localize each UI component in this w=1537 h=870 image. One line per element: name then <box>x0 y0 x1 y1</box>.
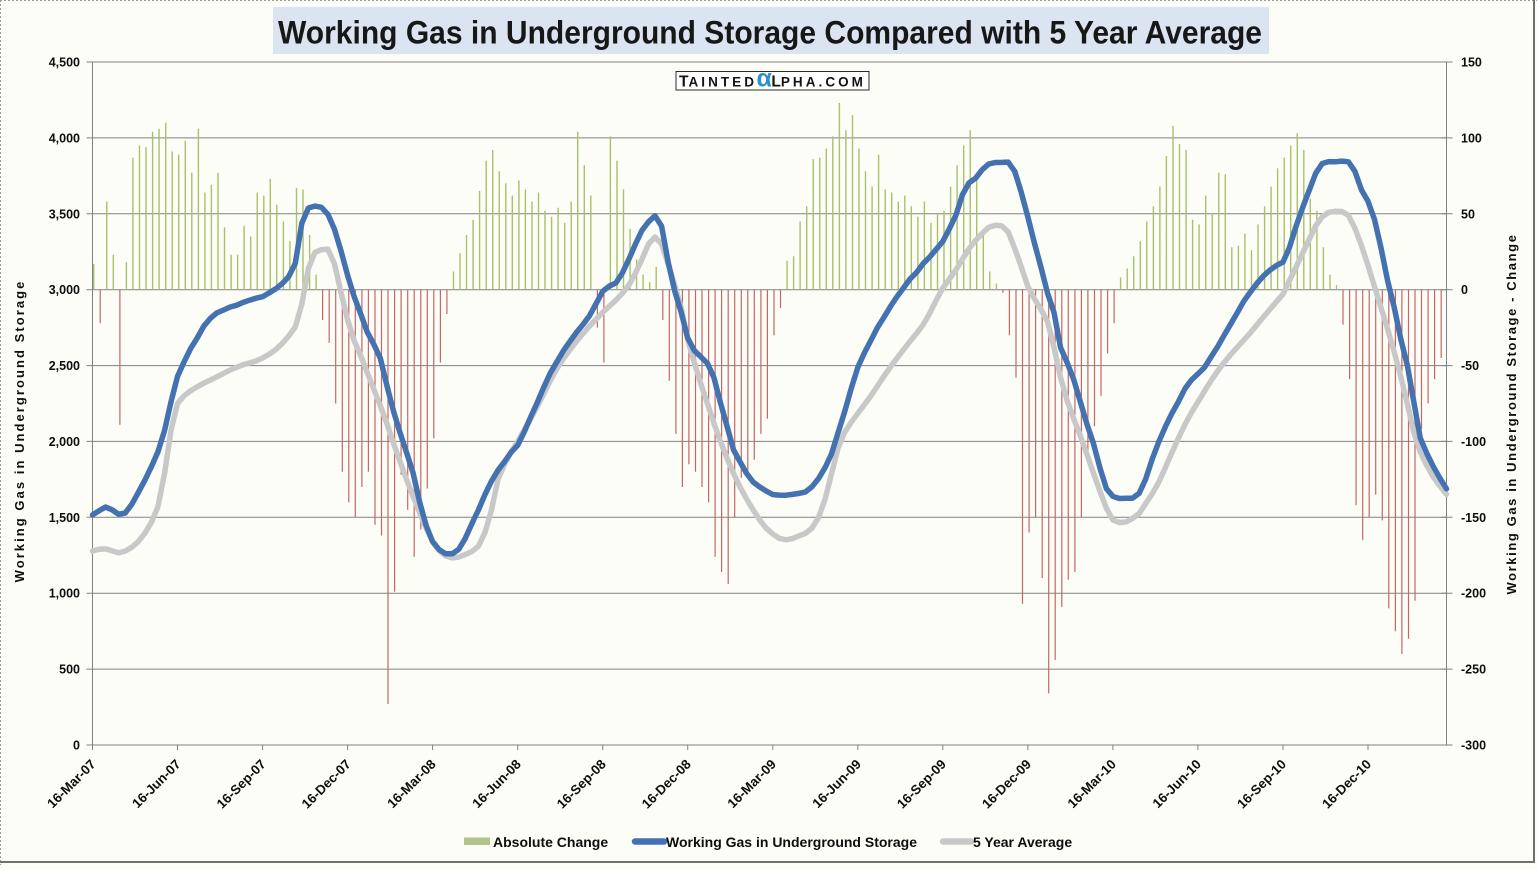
svg-text:100: 100 <box>1461 131 1482 145</box>
svg-text:150: 150 <box>1461 56 1482 70</box>
svg-text:1,500: 1,500 <box>49 511 80 525</box>
svg-text:2,500: 2,500 <box>49 359 80 373</box>
svg-text:-250: -250 <box>1461 663 1486 677</box>
svg-text:-300: -300 <box>1461 739 1486 753</box>
svg-text:-200: -200 <box>1461 587 1486 601</box>
svg-text:Working Gas in Underground Sto: Working Gas in Underground Storage <box>12 280 27 583</box>
svg-text:3,500: 3,500 <box>49 207 80 221</box>
svg-text:4,000: 4,000 <box>49 131 80 145</box>
svg-text:-150: -150 <box>1461 511 1486 525</box>
svg-text:50: 50 <box>1461 207 1475 221</box>
svg-text:0: 0 <box>73 739 80 753</box>
svg-text:500: 500 <box>59 663 80 677</box>
svg-text:5 Year Average: 5 Year Average <box>973 834 1072 850</box>
svg-text:Working Gas in Underground Sto: Working Gas in Underground Storage <box>666 834 917 850</box>
svg-text:Working Gas in Underground Sto: Working Gas in Underground Storage - Cha… <box>1504 233 1519 594</box>
svg-text:2,000: 2,000 <box>49 435 80 449</box>
svg-text:4,500: 4,500 <box>49 56 80 70</box>
svg-text:Absolute Change: Absolute Change <box>493 834 608 850</box>
svg-text:Working Gas in Underground Sto: Working Gas in Underground Storage Compa… <box>278 15 1262 51</box>
svg-text:3,000: 3,000 <box>49 283 80 297</box>
svg-text:0: 0 <box>1461 283 1468 297</box>
svg-text:-100: -100 <box>1461 435 1486 449</box>
svg-text:-50: -50 <box>1461 359 1479 373</box>
svg-text:1,000: 1,000 <box>49 587 80 601</box>
